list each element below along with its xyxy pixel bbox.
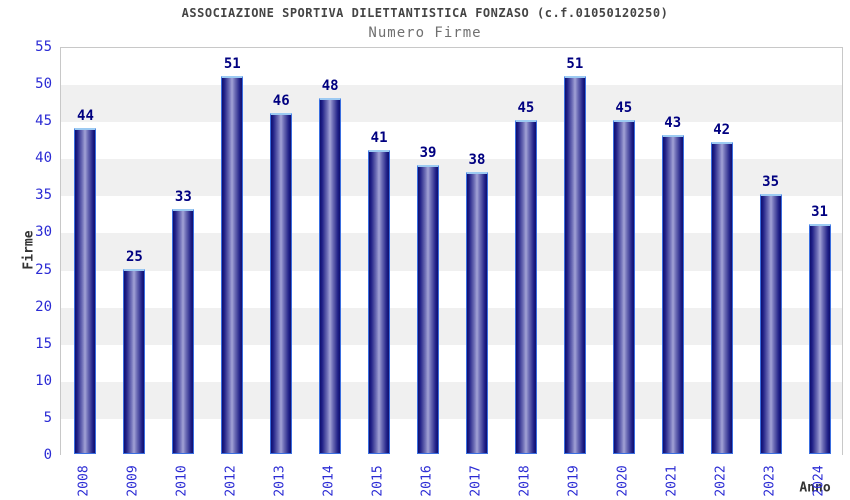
y-tick-label: 25 bbox=[35, 261, 52, 278]
x-axis-label: Anno bbox=[799, 480, 831, 496]
bar-value-label: 31 bbox=[811, 204, 828, 221]
x-tick-label: 2010 bbox=[174, 465, 190, 497]
y-tick-label: 35 bbox=[35, 187, 52, 204]
x-tick-label: 2016 bbox=[419, 465, 435, 497]
bar-value-label: 51 bbox=[566, 55, 584, 72]
bar-value-label: 45 bbox=[517, 100, 535, 117]
x-tick-label: 2020 bbox=[615, 465, 631, 497]
x-tick-label: 2017 bbox=[468, 465, 484, 497]
y-tick-label: 10 bbox=[35, 372, 52, 389]
y-tick-label: 5 bbox=[43, 409, 52, 426]
chart-title: ASSOCIAZIONE SPORTIVA DILETTANTISTICA FO… bbox=[181, 6, 669, 20]
plot-area: 44 25 33 51 46 48 41 39 38 45 51 45 43 42 35 31 bbox=[60, 47, 843, 456]
y-tick-label: 40 bbox=[35, 150, 52, 167]
bar bbox=[368, 149, 391, 454]
y-tick-label: 30 bbox=[35, 224, 52, 241]
grid-band bbox=[61, 85, 842, 123]
y-tick-label: 50 bbox=[35, 76, 52, 93]
x-tick-label: 2009 bbox=[125, 465, 141, 497]
bar-value-label: 44 bbox=[77, 107, 94, 124]
x-tick-label: 2021 bbox=[664, 465, 680, 497]
x-tick-label: 2022 bbox=[713, 465, 729, 497]
bar bbox=[710, 142, 733, 454]
x-tick-label: 2024 bbox=[811, 465, 827, 497]
chart-subtitle: Numero Firme bbox=[368, 25, 482, 41]
bar-value-label: 48 bbox=[321, 77, 339, 94]
bar bbox=[465, 172, 488, 454]
bar bbox=[172, 209, 195, 454]
bar bbox=[417, 164, 440, 454]
x-tick-label: 2008 bbox=[76, 465, 92, 497]
bar bbox=[514, 120, 537, 454]
grid-band bbox=[61, 48, 842, 86]
bar bbox=[563, 75, 586, 454]
bar-value-label: 43 bbox=[664, 115, 682, 132]
y-tick-label: 15 bbox=[35, 335, 52, 352]
bar-value-label: 38 bbox=[468, 152, 486, 169]
bar bbox=[759, 194, 782, 454]
bar bbox=[808, 224, 831, 454]
bar bbox=[123, 268, 146, 454]
bar bbox=[221, 75, 244, 454]
y-tick-label: 0 bbox=[43, 447, 52, 463]
x-tick-label: 2019 bbox=[566, 465, 582, 497]
bar-value-label: 35 bbox=[762, 174, 780, 191]
bar bbox=[319, 97, 342, 454]
x-tick-label: 2012 bbox=[223, 465, 239, 497]
bar bbox=[74, 127, 97, 454]
bar-value-label: 46 bbox=[272, 92, 290, 109]
bar-value-label: 45 bbox=[615, 100, 633, 117]
x-tick-label: 2013 bbox=[272, 465, 288, 497]
x-tick-label: 2015 bbox=[370, 465, 386, 497]
bar-value-label: 33 bbox=[174, 189, 192, 206]
bar bbox=[661, 135, 684, 454]
y-tick-label: 55 bbox=[35, 39, 52, 55]
bar-value-label: 42 bbox=[713, 122, 731, 139]
bar bbox=[612, 120, 635, 454]
bar-value-label: 39 bbox=[419, 144, 437, 161]
y-tick-label: 45 bbox=[35, 113, 52, 130]
x-tick-label: 2014 bbox=[321, 465, 337, 497]
bar-value-label: 41 bbox=[370, 129, 388, 146]
bar-value-label: 51 bbox=[223, 55, 241, 72]
bar-value-label: 25 bbox=[125, 248, 143, 265]
x-tick-label: 2018 bbox=[517, 465, 533, 497]
x-tick-label: 2023 bbox=[762, 465, 778, 497]
y-tick-label: 20 bbox=[35, 298, 52, 315]
bar bbox=[270, 112, 293, 454]
